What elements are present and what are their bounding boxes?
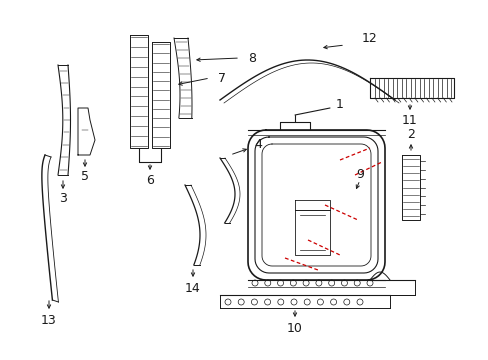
Text: 14: 14 bbox=[185, 282, 201, 294]
Text: 7: 7 bbox=[218, 72, 225, 85]
Text: 4: 4 bbox=[254, 139, 262, 152]
Text: 10: 10 bbox=[286, 321, 303, 334]
Text: 9: 9 bbox=[355, 168, 363, 181]
Text: 8: 8 bbox=[247, 51, 256, 64]
Text: 11: 11 bbox=[401, 113, 417, 126]
Text: 13: 13 bbox=[41, 314, 57, 327]
Text: 6: 6 bbox=[146, 174, 154, 186]
Text: 5: 5 bbox=[81, 171, 89, 184]
Text: 3: 3 bbox=[59, 192, 67, 204]
Text: 1: 1 bbox=[335, 99, 343, 112]
Text: 2: 2 bbox=[406, 129, 414, 141]
Text: 12: 12 bbox=[362, 31, 377, 45]
